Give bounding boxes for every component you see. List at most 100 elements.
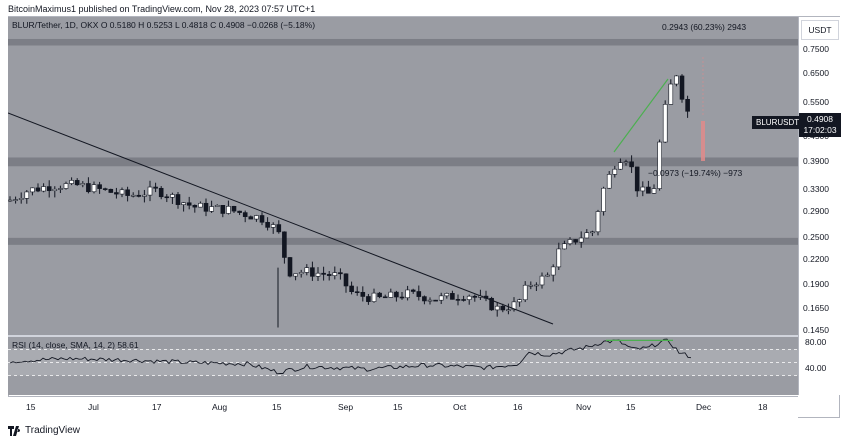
candle-body-7 — [46, 186, 52, 192]
candle-body-91 — [517, 299, 522, 303]
price-pane[interactable] — [8, 17, 798, 335]
time-tick-label: 16 — [513, 402, 523, 412]
candle-82 — [466, 294, 472, 305]
candle-body-54 — [310, 267, 315, 277]
candle-83 — [472, 294, 478, 302]
candle-body-104 — [590, 231, 595, 234]
candle-body-97 — [550, 266, 556, 276]
candle-body-25 — [147, 186, 153, 196]
candle-67 — [382, 294, 388, 299]
rsi-pane[interactable] — [8, 337, 798, 395]
candle-119 — [674, 75, 679, 87]
candle-body-29 — [170, 194, 175, 198]
rsi-legend[interactable]: RSI (14, close, SMA, 14, 2) 58.61 — [12, 340, 139, 350]
rsi-chart — [8, 338, 798, 376]
candle-109 — [618, 158, 623, 170]
candle-body-51 — [293, 273, 298, 277]
candle-105 — [595, 209, 601, 236]
symbol-tag: BLURUSDT — [752, 116, 804, 129]
candle-body-24 — [142, 194, 147, 197]
candle-23 — [136, 190, 142, 198]
candle-body-59 — [338, 272, 343, 275]
candle-14 — [86, 177, 91, 194]
candle-21 — [125, 186, 130, 202]
time-tick-label: 17 — [152, 402, 162, 412]
currency-button[interactable]: USDT — [801, 20, 839, 40]
candle-22 — [130, 192, 136, 198]
candle-body-53 — [304, 267, 310, 273]
candle-body-83 — [472, 295, 478, 298]
candle-body-14 — [86, 183, 91, 193]
candle-26 — [153, 182, 158, 193]
candle-72 — [410, 288, 416, 294]
candle-81 — [461, 295, 466, 302]
candle-body-45 — [259, 215, 265, 223]
price-tick-label: 0.5500 — [803, 97, 829, 108]
candle-body-49 — [282, 231, 287, 258]
measure-label-mid: −0.0973 (−19.74%) −973 — [648, 168, 743, 178]
candle-87 — [494, 302, 500, 317]
candle-body-113 — [640, 186, 646, 192]
candle-28 — [164, 194, 170, 203]
candle-47 — [270, 222, 276, 234]
candle-body-89 — [506, 309, 511, 312]
candle-9 — [58, 185, 63, 194]
price-tick-label: 0.1900 — [803, 278, 829, 289]
price-axis[interactable]: 0.75000.65000.55000.45000.39000.33000.29… — [798, 17, 841, 395]
candle-body-66 — [377, 292, 382, 298]
candle-body-58 — [332, 272, 338, 276]
symbol-ohlc-legend[interactable]: BLUR/Tether, 1D, OKX O 0.5180 H 0.5253 L… — [12, 20, 316, 30]
candle-110 — [623, 159, 629, 166]
candle-79 — [450, 290, 455, 300]
candle-body-90 — [511, 301, 517, 311]
price-tick-label: 0.2900 — [803, 206, 829, 217]
price-tick-label: 0.3900 — [803, 155, 829, 166]
candle-108 — [612, 165, 618, 178]
candle-106 — [601, 186, 606, 216]
last-price-value: 0.4908 — [807, 114, 833, 124]
candle-2 — [18, 192, 24, 204]
candle-body-23 — [136, 194, 142, 197]
candle-7 — [46, 180, 52, 198]
price-tick-label: 0.3300 — [803, 184, 829, 195]
candle-114 — [646, 180, 651, 194]
candle-body-65 — [371, 292, 377, 302]
candle-body-110 — [623, 161, 629, 164]
candle-16 — [97, 181, 102, 194]
candle-27 — [158, 186, 164, 200]
horizontal-zone-2 — [8, 237, 798, 245]
candle-body-38 — [220, 205, 226, 214]
candle-30 — [175, 192, 181, 209]
candle-body-0 — [8, 199, 13, 202]
candle-44 — [254, 214, 259, 222]
footer-brand[interactable]: TradingView — [8, 425, 80, 436]
candle-4 — [30, 187, 35, 196]
candle-86 — [489, 296, 494, 311]
candle-body-50 — [287, 257, 293, 277]
candle-body-27 — [158, 187, 164, 198]
time-tick-label: Nov — [576, 402, 592, 412]
candle-64 — [366, 293, 371, 305]
candle-body-5 — [35, 187, 41, 192]
candle-35 — [203, 198, 209, 217]
candle-body-69 — [394, 291, 399, 298]
candle-body-114 — [646, 186, 651, 194]
candle-body-35 — [203, 202, 209, 212]
candle-1 — [13, 196, 18, 204]
candle-body-43 — [248, 216, 254, 220]
candle-116 — [657, 139, 662, 191]
candle-39 — [226, 200, 231, 215]
candle-53 — [304, 264, 310, 276]
time-axis[interactable]: 15 Jul 17 Aug 15 Sep 15 Oct 16 Nov 15 Dec 18 — [8, 396, 798, 419]
candle-10 — [63, 181, 69, 190]
candle-body-39 — [226, 205, 231, 214]
candle-body-11 — [69, 180, 74, 184]
candle-body-33 — [192, 204, 198, 208]
candle-92 — [522, 281, 528, 303]
price-tick-label: 0.1650 — [803, 302, 829, 313]
time-tick-label: Aug — [212, 402, 228, 412]
candle-body-109 — [618, 162, 623, 170]
candle-96 — [545, 272, 550, 277]
pane-separator[interactable] — [8, 335, 840, 337]
time-tick-label: 15 — [626, 402, 636, 412]
